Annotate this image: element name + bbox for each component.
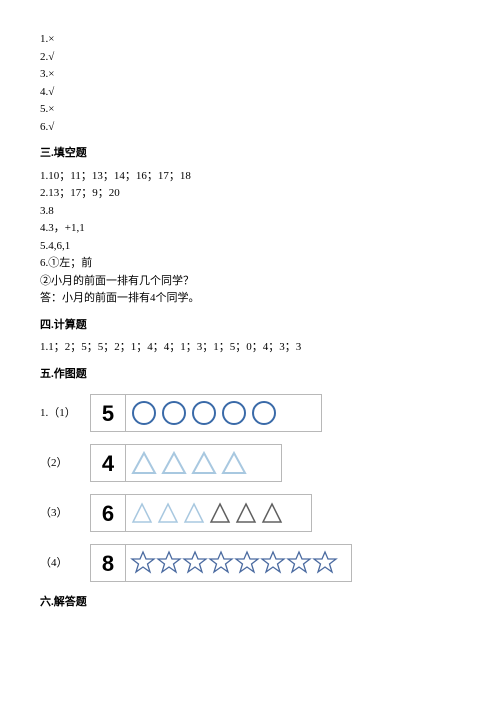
fill-list: 1.10；11；13；14；16；17；18 2.13；17；9；20 3.8 … [40, 168, 460, 307]
shapes-cell [126, 495, 288, 531]
triangle-icon [130, 450, 158, 476]
triangle-icon [156, 501, 180, 525]
figure-number: 4 [91, 445, 126, 481]
shapes-cell [126, 395, 282, 431]
star-icon [234, 550, 260, 576]
figure-label: 1.（1） [40, 405, 90, 422]
figure-label: （2） [40, 455, 90, 472]
tf-item: 6.√ [40, 119, 460, 136]
section-title-answer: 六.解答题 [40, 594, 460, 611]
figure-box: 4 [90, 444, 282, 482]
tf-item: 3.× [40, 66, 460, 83]
figure-row: 1.（1） 5 [40, 394, 460, 432]
circle-icon [250, 399, 278, 427]
tf-item: 5.× [40, 101, 460, 118]
figure-label: （4） [40, 555, 90, 572]
circle-icon [130, 399, 158, 427]
figure-box: 5 [90, 394, 322, 432]
figure-row: （4） 8 [40, 544, 460, 582]
figure-number: 6 [91, 495, 126, 531]
fill-line: 1.10；11；13；14；16；17；18 [40, 168, 460, 185]
fill-line: 4.3，+1,1 [40, 220, 460, 237]
figure-row: （2） 4 [40, 444, 460, 482]
figure-box: 8 [90, 544, 352, 582]
star-icon [312, 550, 338, 576]
triangle-icon [160, 450, 188, 476]
fill-line: 答：小月的前面一排有4个同学。 [40, 290, 460, 307]
tf-item: 1.× [40, 31, 460, 48]
circle-icon [160, 399, 188, 427]
star-icon [130, 550, 156, 576]
triangle-icon [260, 501, 284, 525]
true-false-list: 1.× 2.√ 3.× 4.√ 5.× 6.√ [40, 31, 460, 135]
triangle-icon [234, 501, 258, 525]
triangle-icon [208, 501, 232, 525]
triangle-icon [130, 501, 154, 525]
star-icon [156, 550, 182, 576]
fill-line: 5.4,6,1 [40, 238, 460, 255]
figure-number: 5 [91, 395, 126, 431]
circle-icon [190, 399, 218, 427]
triangle-icon [220, 450, 248, 476]
star-icon [208, 550, 234, 576]
figure-label: （3） [40, 505, 90, 522]
figure-row: （3） 6 [40, 494, 460, 532]
triangle-icon [182, 501, 206, 525]
star-icon [260, 550, 286, 576]
figure-number: 8 [91, 545, 126, 581]
section-title-draw: 五.作图题 [40, 366, 460, 383]
fill-line: ②小月的前面一排有几个同学？ [40, 273, 460, 290]
page: 1.× 2.√ 3.× 4.√ 5.× 6.√ 三.填空题 1.10；11；13… [0, 0, 500, 707]
calc-line: 1.1；2；5；5；2；1；4；4；1；3；1；5；0；4；3；3 [40, 339, 460, 356]
circle-icon [220, 399, 248, 427]
shapes-cell [126, 445, 252, 481]
star-icon [182, 550, 208, 576]
section-title-calc: 四.计算题 [40, 317, 460, 334]
triangle-icon [190, 450, 218, 476]
tf-item: 4.√ [40, 84, 460, 101]
shapes-cell [126, 545, 342, 581]
fill-line: 2.13；17；9；20 [40, 185, 460, 202]
star-icon [286, 550, 312, 576]
fill-line: 6.①左；前 [40, 255, 460, 272]
fill-line: 3.8 [40, 203, 460, 220]
figure-box: 6 [90, 494, 312, 532]
tf-item: 2.√ [40, 49, 460, 66]
section-title-fill: 三.填空题 [40, 145, 460, 162]
